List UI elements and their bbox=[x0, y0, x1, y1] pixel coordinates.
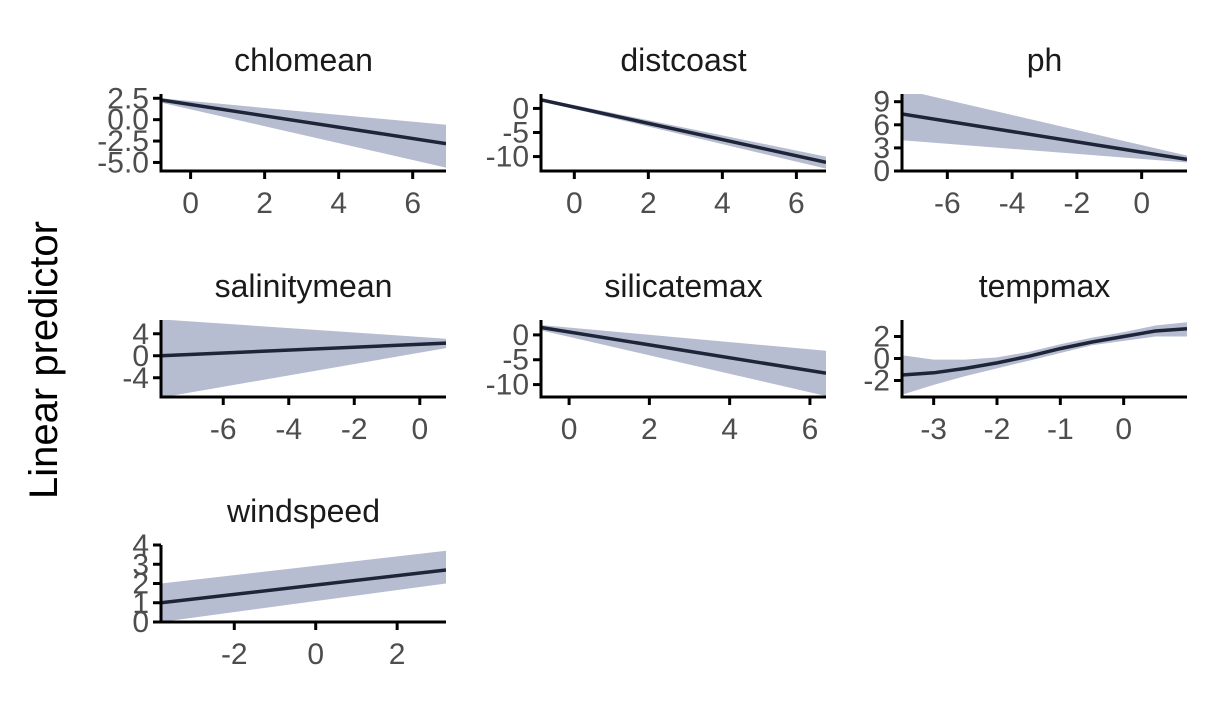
x-tick-label: 2 bbox=[389, 638, 406, 671]
confidence-band-salinitymean bbox=[161, 320, 446, 397]
plot-area-distcoast bbox=[541, 98, 826, 169]
panel-title-silicatemax: silicatemax bbox=[604, 268, 762, 304]
fit-line-ph bbox=[902, 112, 1187, 162]
plot-area-windspeed bbox=[161, 550, 446, 622]
x-tick-label: 4 bbox=[721, 413, 738, 446]
y-tick-label: 3 bbox=[873, 132, 890, 165]
y-tick-label: 2.5 bbox=[107, 82, 149, 115]
x-tick-label: -6 bbox=[210, 413, 237, 446]
fit-line-distcoast bbox=[541, 98, 826, 165]
x-tick-label: -6 bbox=[934, 187, 961, 220]
y-tick-label: 9 bbox=[873, 86, 890, 119]
y-tick-label: -10 bbox=[486, 369, 529, 402]
fit-line-tempmax bbox=[902, 327, 1187, 377]
y-tick-label: 0 bbox=[512, 92, 529, 125]
plot-area-tempmax bbox=[902, 322, 1187, 395]
x-tick-label: 2 bbox=[640, 187, 657, 220]
y-tick-label: 0.0 bbox=[107, 104, 149, 137]
panel-title-distcoast: distcoast bbox=[620, 42, 746, 78]
fit-line-salinitymean bbox=[161, 341, 446, 358]
x-tick-label: 0 bbox=[182, 187, 199, 220]
y-tick-label: -5 bbox=[502, 344, 529, 377]
x-tick-label: 4 bbox=[330, 187, 347, 220]
fit-line-silicatemax bbox=[541, 325, 826, 375]
y-tick-label: 0 bbox=[512, 319, 529, 352]
y-tick-label: 0 bbox=[132, 340, 149, 373]
y-tick-label: -10 bbox=[486, 141, 529, 174]
y-axis-title: Linear predictor bbox=[22, 221, 66, 499]
y-tick-label: -4 bbox=[122, 362, 149, 395]
x-tick-label: 0 bbox=[1115, 413, 1132, 446]
x-tick-label: -2 bbox=[1064, 187, 1091, 220]
y-tick-label: 3 bbox=[132, 548, 149, 581]
y-tick-label: -2.5 bbox=[97, 125, 149, 158]
y-tick-label: 1 bbox=[132, 587, 149, 620]
y-tick-label: 2 bbox=[132, 568, 149, 601]
x-tick-label: 4 bbox=[714, 187, 731, 220]
plot-area-ph bbox=[902, 94, 1187, 163]
fit-line-windspeed bbox=[161, 568, 446, 605]
plot-area-silicatemax bbox=[541, 325, 826, 396]
x-tick-label: 0 bbox=[411, 413, 428, 446]
y-tick-label: 0 bbox=[132, 606, 149, 639]
y-tick-label: 0 bbox=[873, 343, 890, 376]
x-tick-label: 2 bbox=[641, 413, 658, 446]
x-tick-label: 2 bbox=[256, 187, 273, 220]
panel-title-salinitymean: salinitymean bbox=[215, 268, 393, 304]
confidence-band-silicatemax bbox=[541, 325, 826, 396]
panel-title-windspeed: windspeed bbox=[226, 493, 380, 529]
panel-title-ph: ph bbox=[1027, 42, 1063, 78]
fit-line-chlomean bbox=[161, 98, 446, 146]
x-tick-label: 0 bbox=[566, 187, 583, 220]
y-tick-label: -5 bbox=[502, 117, 529, 150]
y-tick-label: -5.0 bbox=[97, 146, 149, 179]
x-tick-label: -4 bbox=[999, 187, 1026, 220]
confidence-band-tempmax bbox=[902, 322, 1187, 395]
x-tick-label: -1 bbox=[1047, 413, 1074, 446]
x-tick-label: 0 bbox=[1133, 187, 1150, 220]
plot-area-chlomean bbox=[161, 98, 446, 168]
y-tick-label: 6 bbox=[873, 109, 890, 142]
x-tick-label: -2 bbox=[341, 413, 368, 446]
y-tick-label: 0 bbox=[873, 155, 890, 188]
x-tick-label: 0 bbox=[307, 638, 324, 671]
x-tick-label: -3 bbox=[920, 413, 947, 446]
panel-title-chlomean: chlomean bbox=[234, 42, 373, 78]
y-tick-label: 2 bbox=[873, 321, 890, 354]
x-tick-label: 6 bbox=[788, 187, 805, 220]
x-tick-label: -4 bbox=[275, 413, 302, 446]
y-tick-label: -2 bbox=[863, 365, 890, 398]
confidence-band-chlomean bbox=[161, 98, 446, 168]
y-tick-label: 4 bbox=[132, 318, 149, 351]
x-tick-label: 0 bbox=[561, 413, 578, 446]
confidence-band-ph bbox=[902, 94, 1187, 163]
plot-area-salinitymean bbox=[161, 320, 446, 397]
x-tick-label: -2 bbox=[984, 413, 1011, 446]
x-tick-label: 6 bbox=[802, 413, 819, 446]
panel-chlomean: 0 2 4 6 -5.0-2.50.02.5 chlomean bbox=[97, 42, 446, 220]
panel-title-tempmax: tempmax bbox=[979, 268, 1111, 304]
x-tick-label: -2 bbox=[221, 638, 248, 671]
x-tick-label: 6 bbox=[404, 187, 421, 220]
y-tick-label: 4 bbox=[132, 529, 149, 562]
